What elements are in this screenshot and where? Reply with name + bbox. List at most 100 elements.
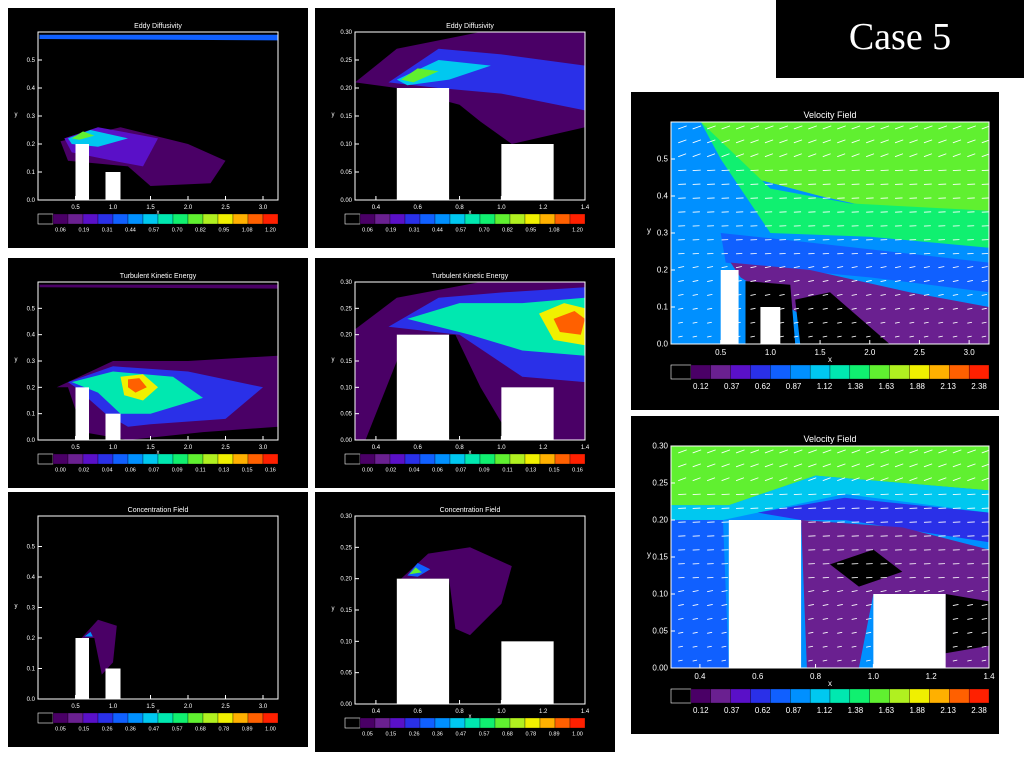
colorbar-segment	[479, 453, 496, 465]
colorbar-label: 2.38	[971, 706, 987, 715]
velocity-arrow	[692, 659, 698, 662]
velocity-arrow	[706, 477, 716, 482]
velocity-arrow	[808, 477, 817, 482]
velocity-arrow	[822, 335, 828, 338]
velocity-arrow	[750, 125, 760, 130]
velocity-arrow	[967, 590, 974, 593]
velocity-arrow	[923, 139, 933, 144]
velocity-arrow	[909, 153, 918, 158]
contour-band	[671, 122, 989, 233]
velocity-arrow	[822, 604, 829, 606]
colorbar-segment	[909, 688, 930, 704]
colorbar-segment	[670, 688, 692, 704]
colorbar-segment	[262, 213, 279, 225]
velocity-arrow	[750, 604, 757, 606]
velocity-arrow	[967, 321, 973, 324]
colorbar-segment	[172, 453, 189, 465]
velocity-arrow	[952, 139, 962, 144]
x-axis-label: x	[828, 679, 832, 688]
colorbar-label: 1.20	[265, 228, 276, 234]
colorbar-segment	[127, 453, 144, 465]
velocity-arrow	[909, 307, 915, 310]
velocity-arrow	[837, 617, 843, 620]
velocity-arrow	[735, 125, 745, 130]
velocity-arrow	[923, 335, 929, 338]
colorbar-segment	[829, 364, 851, 380]
velocity-arrow	[678, 153, 687, 158]
velocity-arrow	[952, 631, 958, 634]
colorbar-segment	[232, 712, 249, 724]
velocity-arrow	[750, 293, 756, 296]
colorbar-label: 1.12	[817, 382, 833, 391]
x-axis-label: x	[157, 450, 160, 456]
colorbar-segment	[187, 213, 204, 225]
colorbar-label: 0.68	[195, 727, 206, 733]
velocity-arrow	[837, 449, 846, 454]
velocity-arrow	[894, 604, 901, 606]
colorbar-label: 0.06	[362, 228, 373, 234]
velocity-arrow	[880, 645, 886, 648]
velocity-arrow	[692, 590, 699, 593]
velocity-arrow	[822, 307, 828, 310]
colorbar-label: 0.78	[525, 732, 536, 738]
velocity-arrow	[981, 153, 989, 158]
colorbar-label: 0.31	[409, 228, 420, 234]
velocity-arrow	[808, 590, 815, 593]
x-tick-label: 1.4	[983, 672, 995, 681]
colorbar-segment	[52, 712, 69, 724]
velocity-arrow	[779, 139, 788, 144]
velocity-arrow	[894, 280, 901, 282]
colorbar-segment	[869, 364, 890, 380]
velocity-arrow	[721, 449, 731, 454]
colorbar-label: 0.11	[502, 468, 512, 474]
velocity-arrow	[967, 659, 972, 662]
colorbar-segment	[494, 717, 511, 729]
colorbar-segment	[52, 453, 69, 465]
velocity-arrow	[707, 266, 714, 269]
colorbar-segment	[359, 717, 376, 729]
velocity-arrow	[779, 617, 785, 620]
velocity-arrow	[938, 125, 948, 130]
velocity-arrow	[808, 617, 814, 620]
velocity-arrow	[692, 307, 698, 310]
y-tick-label: 0.10	[652, 590, 668, 599]
velocity-arrow	[894, 307, 901, 310]
velocity-arrow	[909, 125, 919, 130]
velocity-arrow	[880, 153, 889, 158]
case-title-box: Case 5	[776, 0, 1024, 78]
velocity-arrow	[750, 659, 755, 662]
velocity-arrow	[837, 335, 842, 338]
velocity-arrow	[706, 139, 716, 144]
y-tick-label: 0.00	[340, 702, 352, 708]
y-tick-label: 0.10	[340, 385, 352, 391]
x-tick-label: 0.6	[414, 445, 423, 451]
velocity-arrow	[721, 139, 730, 144]
velocity-arrow	[793, 590, 800, 593]
colorbar-label: 0.57	[455, 228, 466, 234]
tke-full-panel: 0.5 1.0 1.5 2.0 2.5 3.0 0.0 0.1 0.2 0.3 0.4 0.5 Turb…	[8, 258, 308, 488]
velocity-arrow	[750, 645, 756, 648]
colorbar-segment	[157, 712, 174, 724]
velocity-arrow	[952, 659, 958, 662]
colorbar-segment	[730, 688, 751, 704]
x-tick-label: 1.0	[497, 709, 506, 715]
colorbar-label: 1.63	[879, 706, 895, 715]
velocity-arrow	[938, 659, 943, 662]
velocity-arrow	[851, 645, 857, 648]
velocity-arrow	[808, 631, 814, 634]
velocity-arrow	[735, 307, 742, 310]
colorbar-segment	[419, 717, 436, 729]
contour-band	[407, 297, 585, 356]
velocity-arrow	[764, 293, 771, 296]
velocity-arrow	[822, 590, 829, 593]
velocity-arrow	[721, 321, 727, 324]
contour-band	[39, 34, 278, 41]
colorbar-segment	[112, 453, 129, 465]
velocity-arrow	[981, 604, 988, 606]
colorbar-segment	[494, 213, 511, 225]
y-tick-label: 0.1	[657, 303, 669, 312]
colorbar-label: 0.12	[693, 382, 709, 391]
velocity-arrow	[779, 293, 785, 296]
velocity-arrow	[721, 463, 730, 468]
velocity-arrow	[707, 307, 713, 310]
